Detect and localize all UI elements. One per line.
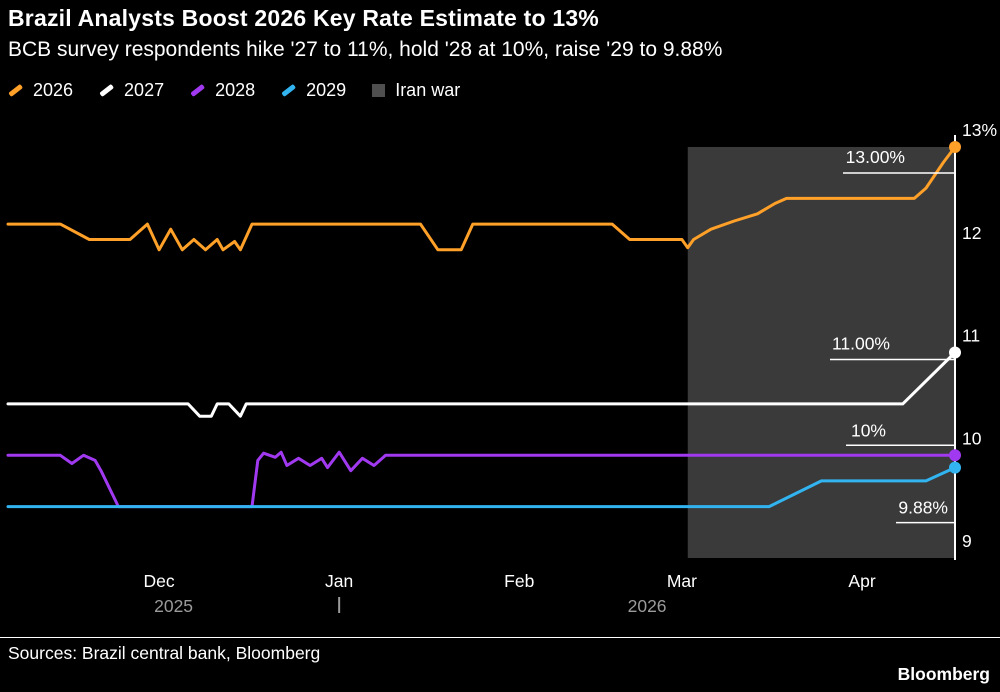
series-endpoint-2028 <box>949 449 961 462</box>
series-line-2028 <box>6 450 957 509</box>
series-endpoint-2027 <box>949 346 961 359</box>
x-axis-label: Mar <box>667 571 697 591</box>
legend-item-2028: 2028 <box>190 80 255 101</box>
series-line-2026 <box>6 145 957 252</box>
legend-item-iran-war: Iran war <box>372 80 460 101</box>
series-line-2029 <box>6 466 957 509</box>
y-axis-label: 9 <box>962 531 972 551</box>
end-label-2026: 13.00% <box>846 147 905 167</box>
legend: 2026 2027 2028 2029 Iran war <box>8 80 992 101</box>
y-axis-label: 12 <box>962 223 981 243</box>
chart-subtitle: BCB survey respondents hike '27 to 11%, … <box>8 38 723 62</box>
series-line-2027 <box>6 351 957 418</box>
chart-header: Brazil Analysts Boost 2026 Key Rate Esti… <box>8 5 992 101</box>
legend-label: 2029 <box>306 79 347 100</box>
series-swatch-icon <box>8 83 23 97</box>
series-endpoint-2026 <box>949 141 961 153</box>
legend-label: 2027 <box>124 79 165 100</box>
legend-label: 2026 <box>33 79 74 100</box>
end-label-2028: 10% <box>851 420 886 440</box>
series-endpoint-2029 <box>949 461 961 474</box>
x-axis-label: Apr <box>848 571 875 591</box>
chart-title: Brazil Analysts Boost 2026 Key Rate Esti… <box>8 5 599 31</box>
series-swatch-icon <box>190 83 205 97</box>
y-axis-label: 10 <box>962 428 982 448</box>
end-label-2029: 9.88% <box>898 498 948 518</box>
y-axis-label: 11 <box>962 326 980 346</box>
x-axis-label: Jan <box>325 571 353 591</box>
legend-item-2026: 2026 <box>8 80 73 101</box>
legend-item-2029: 2029 <box>281 80 346 101</box>
end-label-2027: 11.00% <box>832 334 890 354</box>
iran-war-region <box>687 147 955 558</box>
year-label: 2025 <box>154 596 193 616</box>
y-axis-label: 13% <box>962 120 997 140</box>
bloomberg-logo: Bloomberg <box>897 664 990 684</box>
x-axis-label: Dec <box>143 571 174 591</box>
footer-divider <box>0 637 1000 638</box>
footer-sources: Sources: Brazil central bank, Bloomberg <box>8 643 321 663</box>
legend-label: Iran war <box>395 79 461 100</box>
series-swatch-icon <box>281 83 296 97</box>
region-swatch-icon <box>372 83 386 97</box>
series-swatch-icon <box>99 83 114 97</box>
year-label: 2026 <box>628 596 667 616</box>
x-axis-label: Feb <box>504 571 534 591</box>
legend-item-2027: 2027 <box>99 80 164 101</box>
legend-label: 2028 <box>215 79 256 100</box>
